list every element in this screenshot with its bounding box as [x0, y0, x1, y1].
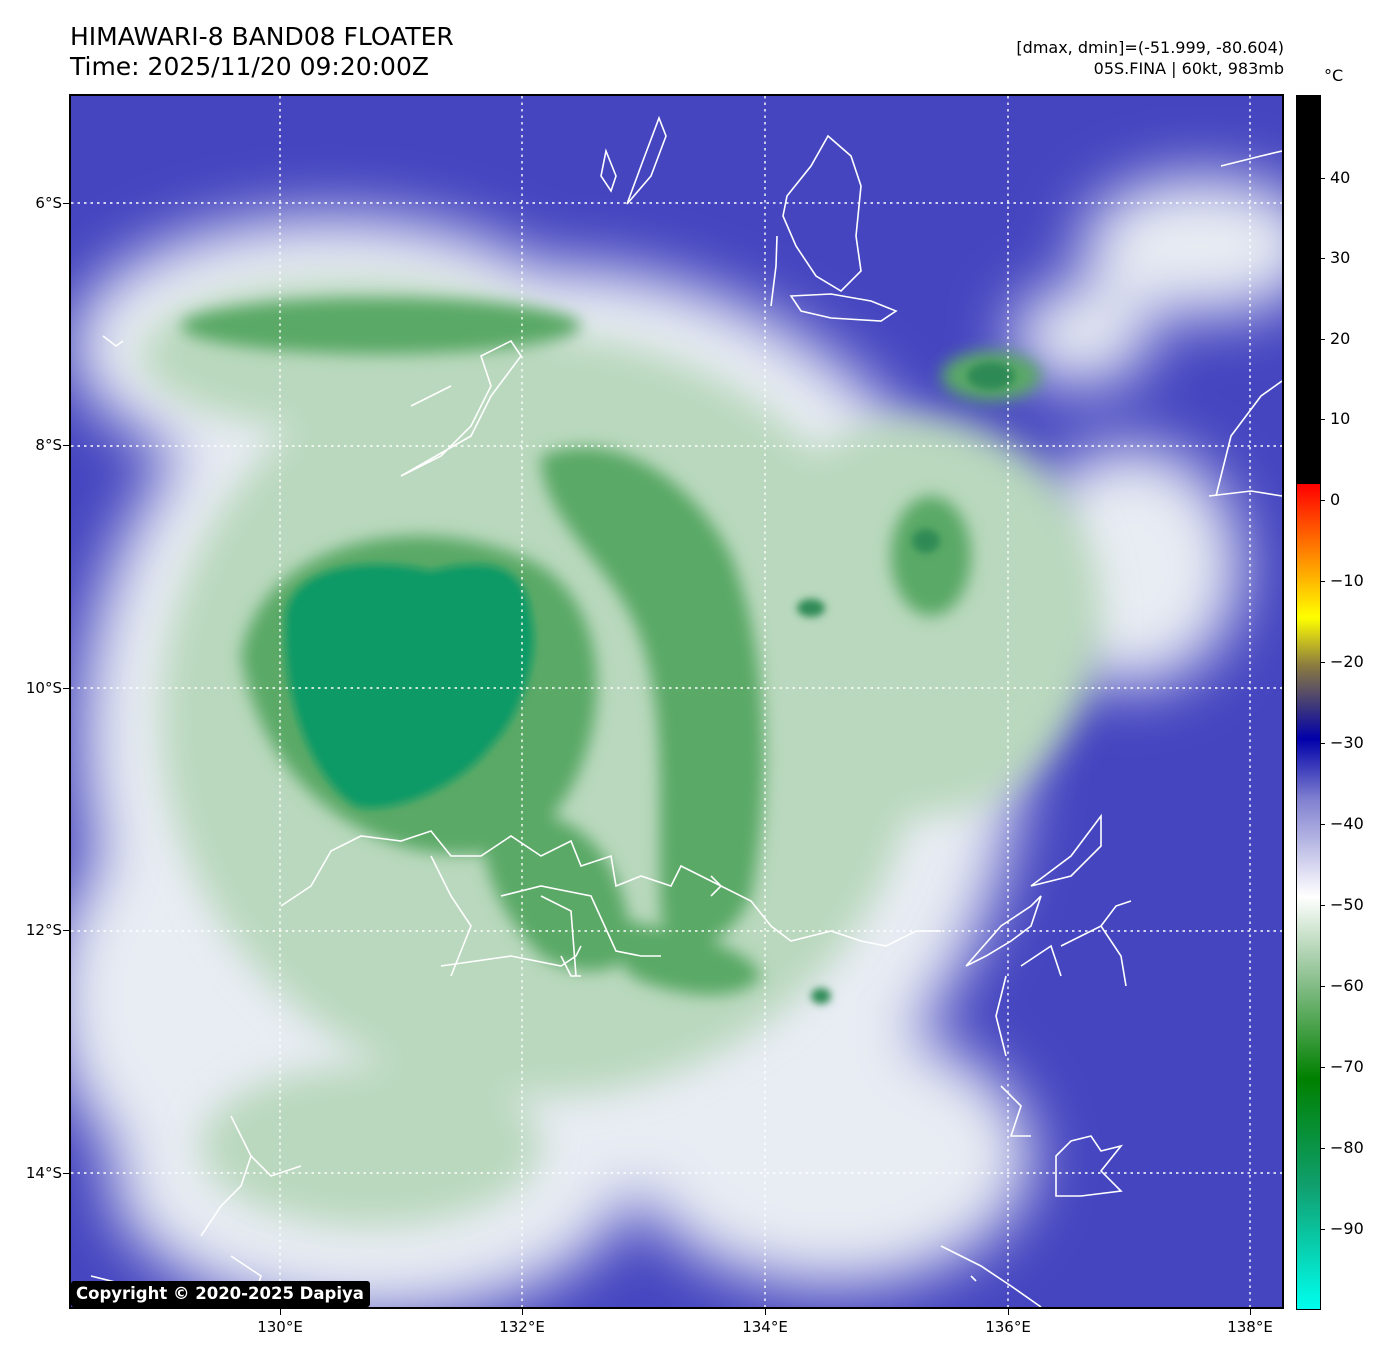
colorbar-tick-label: 30 [1330, 248, 1351, 267]
copyright-badge: Copyright © 2020-2025 Dapiya [71, 1281, 370, 1307]
colorbar-tick-label: −80 [1330, 1138, 1364, 1157]
colorbar-tick-label: −50 [1330, 895, 1364, 914]
colorbar-tick-label: −30 [1330, 733, 1364, 752]
colorbar-tick-label: −70 [1330, 1057, 1364, 1076]
lat-tick [63, 930, 69, 931]
colorbar-tick [1320, 1229, 1325, 1230]
colorbar-tick [1320, 500, 1325, 501]
colorbar-tick [1320, 339, 1325, 340]
lat-tick [63, 445, 69, 446]
colorbar-tick [1320, 743, 1325, 744]
satellite-imagery [71, 96, 1282, 1307]
lon-tick [765, 1309, 766, 1315]
lat-tick [63, 688, 69, 689]
colorbar-tick [1320, 986, 1325, 987]
colorbar-tick [1320, 1067, 1325, 1068]
graticule [71, 96, 1282, 1307]
lat-tick [63, 1173, 69, 1174]
colorbar-tick [1320, 905, 1325, 906]
lat-label-14s: 14°S [25, 1164, 62, 1182]
colorbar-tick [1320, 419, 1325, 420]
temperature-colorbar [1296, 95, 1321, 1310]
lon-label-130e: 130°E [257, 1318, 303, 1336]
lat-tick [63, 203, 69, 204]
colorbar-tick [1320, 662, 1325, 663]
lat-label-10s: 10°S [25, 679, 62, 697]
lat-label-12s: 12°S [25, 921, 62, 939]
storm-info-text: 05S.FINA | 60kt, 983mb [1093, 59, 1284, 78]
colorbar-tick-label: −60 [1330, 976, 1364, 995]
colorbar-tick-label: −90 [1330, 1219, 1364, 1238]
lon-label-136e: 136°E [985, 1318, 1031, 1336]
colorbar-unit: °C [1324, 66, 1344, 85]
colorbar-tick-label: −20 [1330, 652, 1364, 671]
lat-label-6s: 6°S [35, 194, 62, 212]
lon-tick [522, 1309, 523, 1315]
colorbar-tick [1320, 1148, 1325, 1149]
convective-cells [797, 362, 1015, 1004]
colorbar-tick-label: 10 [1330, 409, 1351, 428]
map-timestamp: Time: 2025/11/20 09:20:00Z [70, 52, 429, 81]
deep-convection-core [285, 564, 534, 808]
colorbar-tick-label: −10 [1330, 571, 1364, 590]
data-range-text: [dmax, dmin]=(-51.999, -80.604) [1016, 38, 1284, 57]
lat-label-8s: 8°S [35, 436, 62, 454]
lon-tick [280, 1309, 281, 1315]
lon-tick [1250, 1309, 1251, 1315]
colorbar-tick [1320, 258, 1325, 259]
map-title: HIMAWARI-8 BAND08 FLOATER [70, 22, 454, 51]
colorbar-tick [1320, 824, 1325, 825]
colorbar-tick [1320, 178, 1325, 179]
colorbar-tick [1320, 581, 1325, 582]
lon-label-132e: 132°E [499, 1318, 545, 1336]
satellite-map [69, 94, 1284, 1309]
lon-label-134e: 134°E [742, 1318, 788, 1336]
lon-label-138e: 138°E [1227, 1318, 1273, 1336]
colorbar-tick-label: 40 [1330, 168, 1351, 187]
lon-tick [1008, 1309, 1009, 1315]
colorbar-tick-label: −40 [1330, 814, 1364, 833]
colorbar-tick-label: 0 [1330, 490, 1341, 509]
colorbar-tick-label: 20 [1330, 329, 1351, 348]
